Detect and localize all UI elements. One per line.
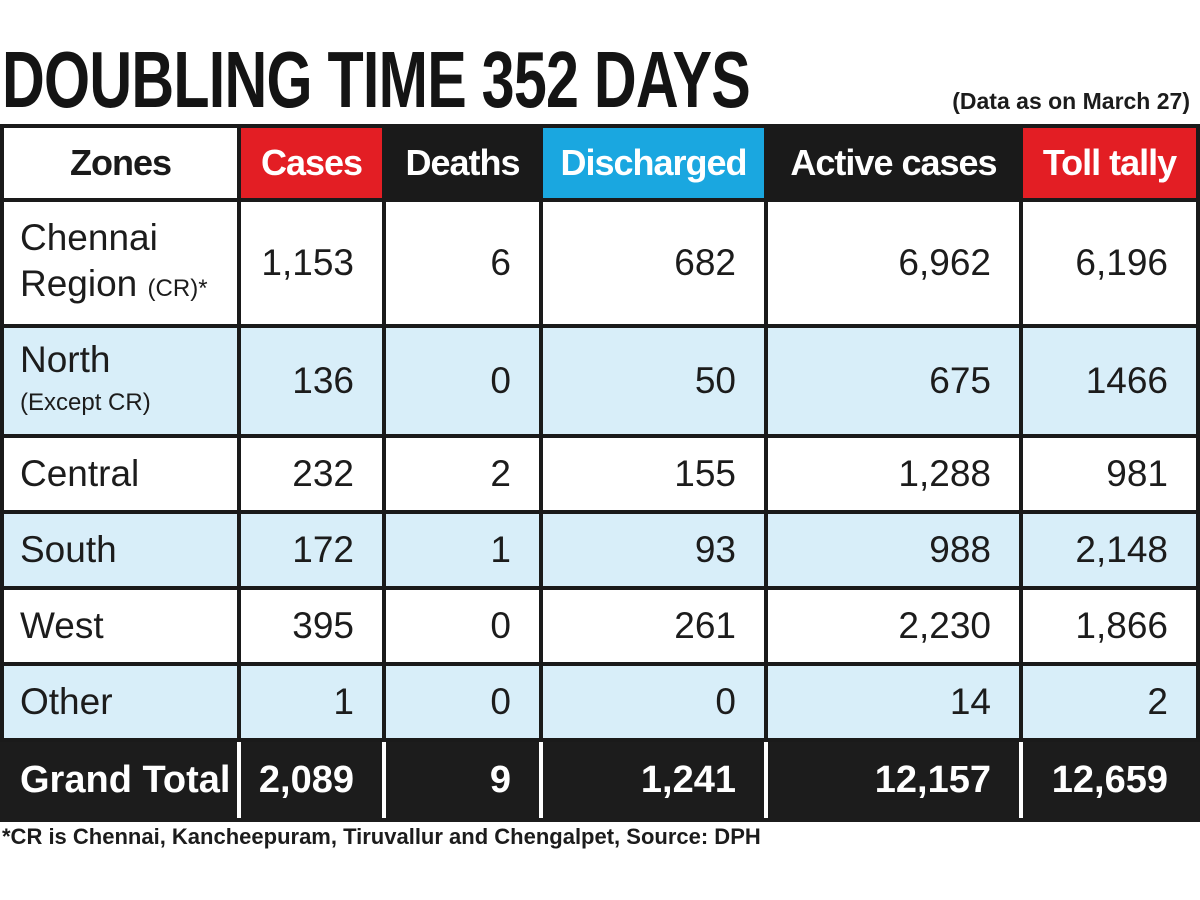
deaths-cell: 1 <box>382 510 543 590</box>
deaths-cell: 2 <box>382 434 543 514</box>
cases-cell: 395 <box>237 586 386 666</box>
cases-cell: 2,089 <box>237 738 386 822</box>
table-row: South 172 1 93 988 2,148 <box>0 510 1200 590</box>
cases-cell: 172 <box>237 510 386 590</box>
cases-cell: 232 <box>237 434 386 514</box>
discharged-cell: 682 <box>539 198 768 328</box>
table-row: Chennai Region (CR)* 1,153 6 682 6,962 6,… <box>0 198 1200 328</box>
zone-cell: South <box>0 510 241 590</box>
active-cell: 2,230 <box>764 586 1023 666</box>
zone-name: Chennai <box>20 216 158 258</box>
table-row: Other 1 0 0 14 2 <box>0 662 1200 742</box>
deaths-cell: 0 <box>382 324 543 438</box>
date-note: (Data as on March 27) <box>952 88 1190 114</box>
zone-cell: North (Except CR) <box>0 324 241 438</box>
toll-cell: 12,659 <box>1019 738 1200 822</box>
col-header-toll: Toll tally <box>1019 124 1200 202</box>
cases-cell: 136 <box>237 324 386 438</box>
col-header-zones: Zones <box>0 124 241 202</box>
table-row: North (Except CR) 136 0 50 675 1466 <box>0 324 1200 438</box>
zone-cell: Other <box>0 662 241 742</box>
deaths-cell: 0 <box>382 662 543 742</box>
col-header-deaths: Deaths <box>382 124 543 202</box>
discharged-cell: 0 <box>539 662 768 742</box>
col-header-discharged: Discharged <box>539 124 768 202</box>
footnote: *CR is Chennai, Kancheepuram, Tiruvallur… <box>2 824 761 849</box>
toll-cell: 981 <box>1019 434 1200 514</box>
zone-sub: (Except CR) <box>20 388 151 416</box>
deaths-cell: 9 <box>382 738 543 822</box>
deaths-cell: 6 <box>382 198 543 328</box>
toll-cell: 1,866 <box>1019 586 1200 666</box>
table-row: West 395 0 261 2,230 1,866 <box>0 586 1200 666</box>
toll-cell: 2 <box>1019 662 1200 742</box>
discharged-cell: 261 <box>539 586 768 666</box>
discharged-cell: 93 <box>539 510 768 590</box>
zone-name-line2: Region <box>20 262 138 304</box>
headline: DOUBLING TIME 352 DAYS (Data as on March… <box>0 40 1200 120</box>
toll-cell: 2,148 <box>1019 510 1200 590</box>
zone-sub: (CR)* <box>147 274 208 302</box>
active-cell: 675 <box>764 324 1023 438</box>
deaths-cell: 0 <box>382 586 543 666</box>
active-cell: 988 <box>764 510 1023 590</box>
grand-total-row: Grand Total 2,089 9 1,241 12,157 12,659 <box>0 738 1200 822</box>
toll-cell: 6,196 <box>1019 198 1200 328</box>
discharged-cell: 1,241 <box>539 738 768 822</box>
active-cell: 6,962 <box>764 198 1023 328</box>
active-cell: 1,288 <box>764 434 1023 514</box>
page-title: DOUBLING TIME 352 DAYS <box>2 35 751 124</box>
zone-cell: Central <box>0 434 241 514</box>
active-cell: 14 <box>764 662 1023 742</box>
table-row: Central 232 2 155 1,288 981 <box>0 434 1200 514</box>
col-header-active: Active cases <box>764 124 1023 202</box>
active-cell: 12,157 <box>764 738 1023 822</box>
discharged-cell: 155 <box>539 434 768 514</box>
header-row: Zones Cases Deaths Discharged Active cas… <box>0 124 1200 202</box>
zone-name: North <box>20 338 111 380</box>
zone-cell: Chennai Region (CR)* <box>0 198 241 328</box>
data-table: Zones Cases Deaths Discharged Active cas… <box>0 124 1200 822</box>
cases-cell: 1,153 <box>237 198 386 328</box>
zone-cell: Grand Total <box>0 738 241 822</box>
cases-cell: 1 <box>237 662 386 742</box>
toll-cell: 1466 <box>1019 324 1200 438</box>
col-header-cases: Cases <box>237 124 386 202</box>
discharged-cell: 50 <box>539 324 768 438</box>
zone-cell: West <box>0 586 241 666</box>
